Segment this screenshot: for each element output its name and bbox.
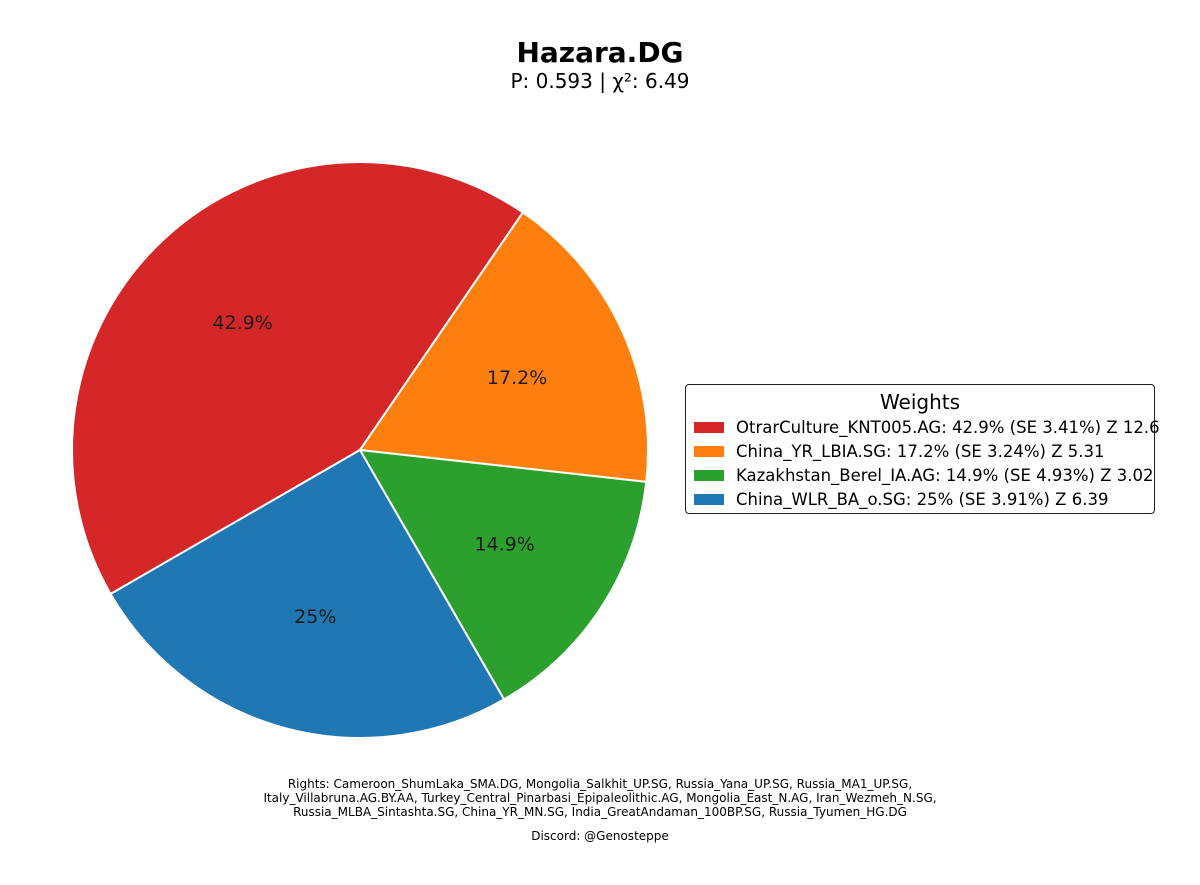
legend-title: Weights: [879, 390, 961, 414]
rights-line: Rights: Cameroon_ShumLaka_SMA.DG, Mongol…: [287, 777, 913, 791]
legend-swatch: [694, 469, 724, 481]
slice-percent-label: 42.9%: [212, 312, 272, 334]
legend-item: OtrarCulture_KNT005.AG: 42.9% (SE 3.41%)…: [686, 415, 1160, 439]
chart-subtitle: P: 0.593 | χ²: 6.49: [510, 69, 690, 93]
legend-label: China_WLR_BA_o.SG: 25% (SE 3.91%) Z 6.39: [736, 489, 1109, 509]
legend-swatch: [694, 445, 724, 457]
legend-label: China_YR_LBIA.SG: 17.2% (SE 3.24%) Z 5.3…: [736, 441, 1105, 461]
legend-swatch: [694, 421, 724, 433]
slice-percent-label: 17.2%: [487, 367, 547, 389]
legend-swatch: [694, 493, 724, 505]
rights-line: Russia_MLBA_Sintashta.SG, China_YR_MN.SG…: [293, 805, 907, 819]
legend-label: Kazakhstan_Berel_IA.AG: 14.9% (SE 4.93%)…: [736, 465, 1154, 485]
pie-slice: [71, 161, 525, 596]
legend-item: Kazakhstan_Berel_IA.AG: 14.9% (SE 4.93%)…: [686, 463, 1154, 487]
chart-title: Hazara.DG: [516, 36, 684, 69]
rights-line: Italy_Villabruna.AG.BY.AA, Turkey_Centra…: [263, 791, 937, 805]
slice-percent-label: 25%: [294, 606, 336, 628]
pie-slice: [109, 448, 506, 739]
pie-slice: [358, 211, 649, 484]
slice-percent-label: 14.9%: [474, 534, 534, 556]
legend-label: OtrarCulture_KNT005.AG: 42.9% (SE 3.41%)…: [736, 417, 1160, 437]
discord-text: Discord: @Genosteppe: [531, 829, 669, 843]
rights-text: Rights: Cameroon_ShumLaka_SMA.DG, Mongol…: [0, 777, 1200, 819]
legend-item: China_YR_LBIA.SG: 17.2% (SE 3.24%) Z 5.3…: [686, 439, 1154, 463]
legend: Weights OtrarCulture_KNT005.AG: 42.9% (S…: [685, 384, 1160, 514]
pie-slice: [358, 448, 648, 701]
legend-item: China_WLR_BA_o.SG: 25% (SE 3.91%) Z 6.39: [686, 487, 1154, 511]
